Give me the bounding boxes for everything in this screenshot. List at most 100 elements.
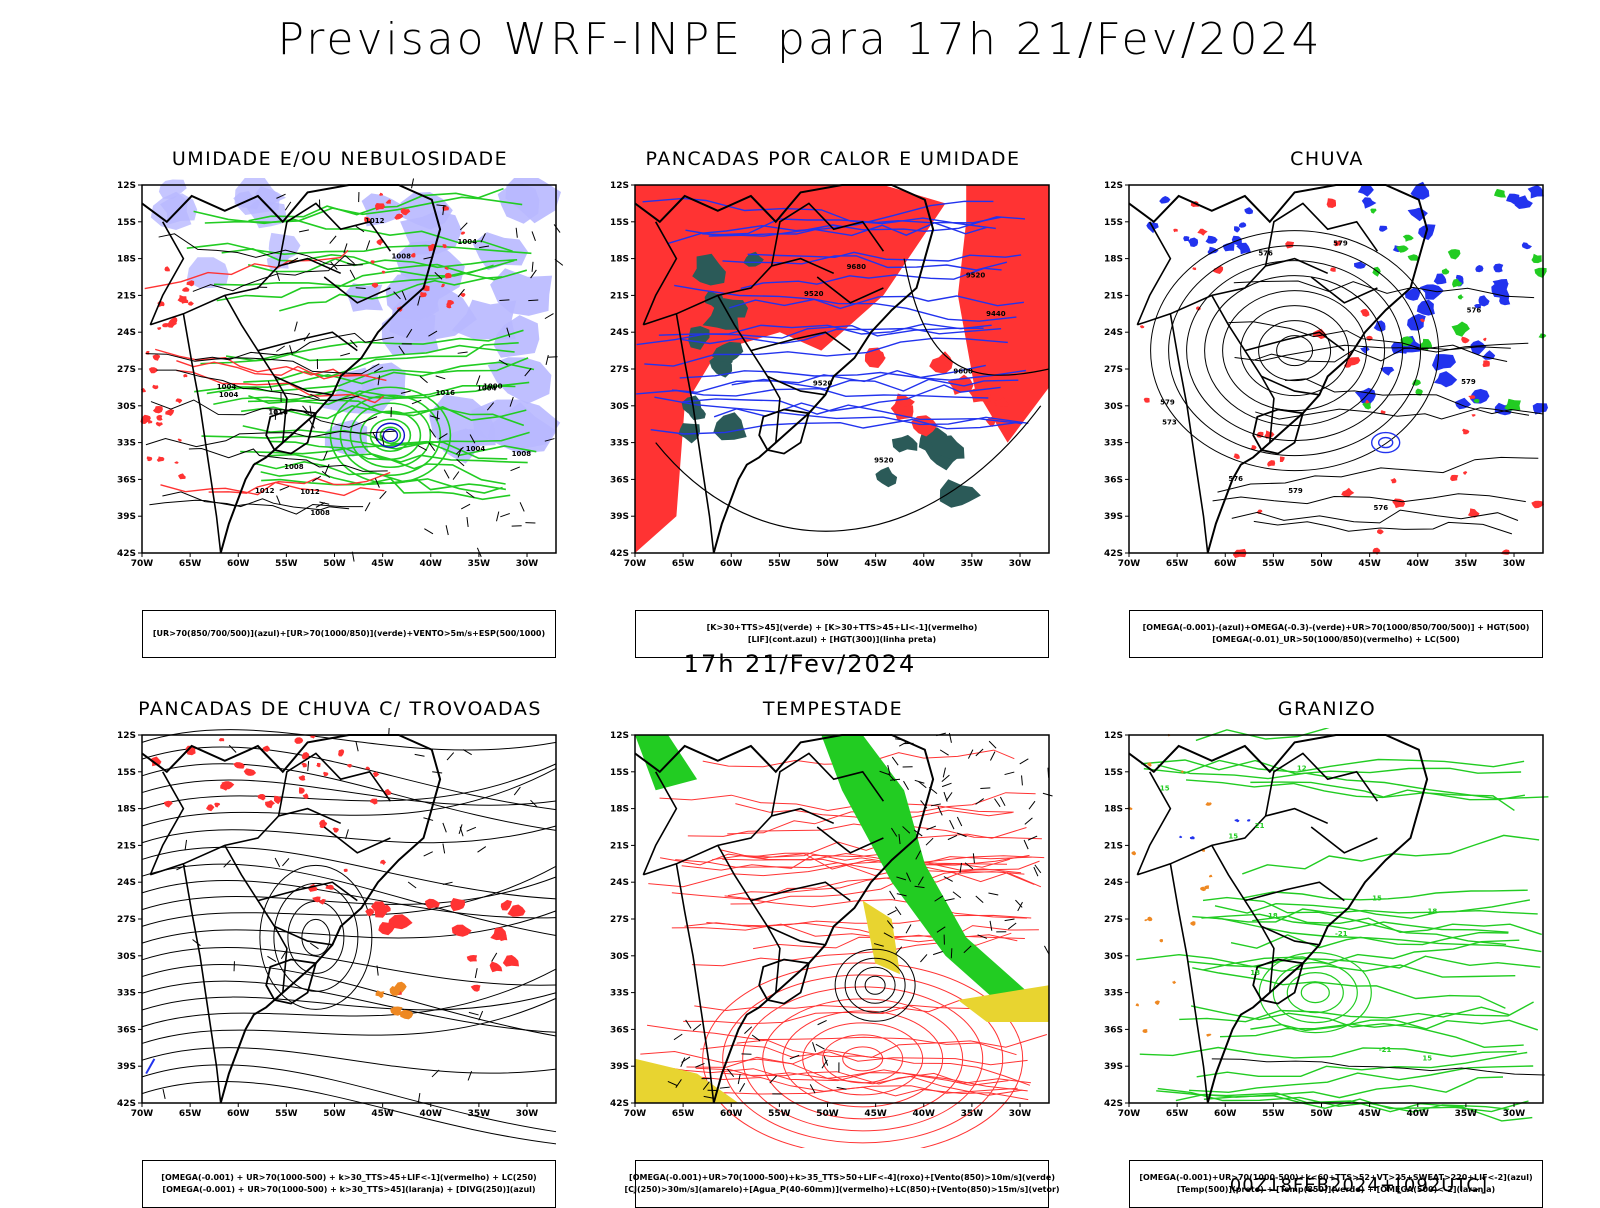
lon-label: 40W [913,1109,936,1119]
lon-label: 65W [672,559,695,569]
lat-label: 36S [117,1025,136,1035]
legend-line: [OMEGA(-0.001) + UR>70(1000-500) + k>30_… [162,1184,535,1196]
wind-arrow [499,300,509,301]
lat-label: 33S [1104,439,1123,449]
contour-label: 1004 [466,445,486,453]
contour-label: 1008 [512,450,532,458]
lon-label: 55W [275,1109,298,1119]
contour-label: 1004 [217,383,237,391]
lat-label: 36S [610,1025,629,1035]
lat-label: 30S [1104,952,1123,962]
lat-label: 33S [1104,989,1123,999]
lat-label: 27S [117,915,136,925]
contour-label: 579 [1160,398,1175,406]
contour-label: 579 [1288,487,1303,495]
lat-label: 18S [610,255,629,265]
contour-label: 15 [1160,785,1170,793]
lat-label: 42S [1104,1099,1123,1109]
lon-label: 45W [864,559,887,569]
lat-label: 36S [610,475,629,485]
lat-label: 42S [117,1099,136,1109]
lon-label: 45W [1358,1109,1381,1119]
panel-title: TEMPESTADE [593,698,1073,720]
lon-label: 35W [1455,559,1478,569]
lon-label: 60W [227,559,250,569]
legend-line: [OMEGA(-0.001) + UR>70(1000-500) + k>30_… [161,1172,536,1184]
legend-box: [OMEGA(-0.001)+UR>70(1000-500)+k>35_TTS>… [635,1160,1049,1208]
lon-label: 60W [720,559,743,569]
contour-label: 9600 [953,368,973,376]
lat-label: 18S [117,805,136,815]
lat-label: 39S [1104,512,1123,522]
lon-label: 60W [1214,1109,1237,1119]
lat-label: 12S [1104,731,1123,741]
legend-line: [OMEGA(-0.001)-(azul)+OMEGA(-0.3)-(verde… [1143,622,1530,634]
lon-label: 40W [913,559,936,569]
panel-title: GRANIZO [1087,698,1567,720]
lat-label: 24S [117,328,136,338]
panel-title: PANCADAS DE CHUVA C/ TROVOADAS [100,698,580,720]
contour-label: 1016 [268,408,288,416]
lon-label: 50W [323,1109,346,1119]
lat-label: 24S [610,328,629,338]
lon-label: 65W [179,559,202,569]
lat-label: 15S [117,768,136,778]
run-info: 00Z18FEB2024+[092UTC] [1230,1175,1488,1196]
lat-label: 12S [117,181,136,191]
lon-label: 70W [624,1109,647,1119]
contour-label: 576 [1374,504,1389,512]
contour-label: 9520 [966,272,986,280]
lon-label: 65W [179,1109,202,1119]
lat-label: 21S [1104,841,1123,851]
legend-line: [OMEGA(-0.01)_UR>50(1000/850)(vermelho) … [1212,634,1460,646]
lon-label: 65W [672,1109,695,1119]
contour-label: 573 [1162,418,1177,426]
lat-label: 21S [1104,291,1123,301]
lat-label: 36S [117,475,136,485]
lon-label: 35W [961,1109,984,1119]
lat-label: 12S [610,181,629,191]
lat-label: 27S [1104,915,1123,925]
contour-label: 576 [1467,306,1482,314]
legend-line: [UR>70(850/700/500)](azul)+[UR>70(1000/8… [153,628,545,640]
lon-label: 65W [1166,1109,1189,1119]
lat-label: 39S [1104,1062,1123,1072]
rain-area [1450,475,1458,481]
lat-label: 39S [117,512,136,522]
legend-line: [OMEGA(-0.001)+UR>70(1000-500)+k>35_TTS>… [629,1172,1055,1184]
lat-label: 39S [610,1062,629,1072]
contour-label: 15 [1228,833,1238,841]
lat-label: 15S [1104,218,1123,228]
lon-label: 30W [1009,1109,1032,1119]
lon-label: 30W [1503,1109,1526,1119]
contour-label: 9440 [986,310,1006,318]
lat-label: 18S [1104,255,1123,265]
contour-label: 1016 [435,389,455,397]
lat-label: 18S [610,805,629,815]
lat-label: 27S [1104,365,1123,375]
contour-label: 1000 [483,383,503,391]
lat-label: 42S [610,549,629,559]
lon-label: 50W [816,559,839,569]
lat-label: 33S [610,439,629,449]
lat-label: 15S [117,218,136,228]
lon-label: 70W [131,559,154,569]
wind-vector [951,948,952,958]
lat-label: 12S [1104,181,1123,191]
contour-label: 9520 [874,457,894,465]
rain-area [1483,360,1490,367]
lat-label: 42S [117,549,136,559]
contour-label: 576 [1258,249,1273,257]
lat-label: 36S [1104,1025,1123,1035]
lon-label: 65W [1166,559,1189,569]
lat-label: 27S [610,915,629,925]
lat-label: 24S [117,878,136,888]
lon-label: 70W [131,1109,154,1119]
contour-label: 18 [1268,912,1278,920]
contour-label: 1012 [255,487,275,495]
lon-label: 55W [768,1109,791,1119]
lon-label: 50W [323,559,346,569]
